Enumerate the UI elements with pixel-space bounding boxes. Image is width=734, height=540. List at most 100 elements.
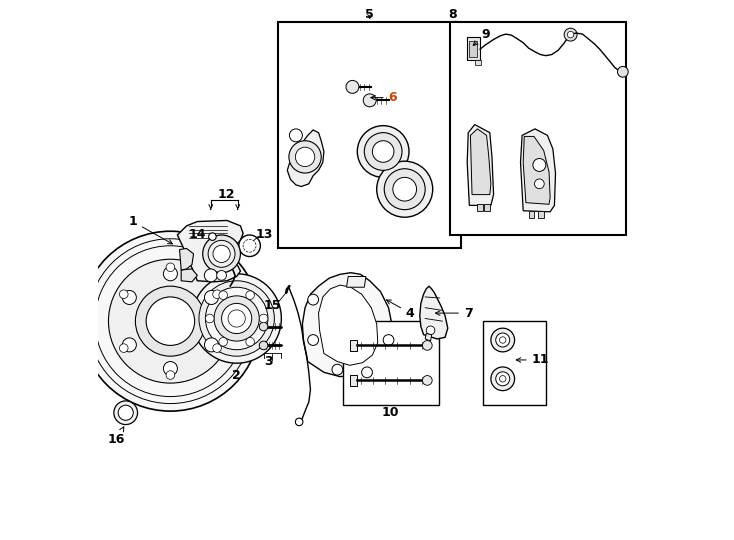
- Circle shape: [205, 338, 219, 352]
- Circle shape: [259, 322, 268, 331]
- Circle shape: [491, 328, 515, 352]
- Circle shape: [164, 267, 178, 281]
- Circle shape: [372, 141, 394, 163]
- Circle shape: [383, 335, 394, 346]
- Circle shape: [423, 375, 432, 385]
- Circle shape: [259, 314, 268, 323]
- Circle shape: [384, 168, 425, 210]
- Circle shape: [135, 286, 206, 356]
- Circle shape: [81, 231, 261, 411]
- Polygon shape: [470, 129, 491, 194]
- Circle shape: [346, 80, 359, 93]
- Text: 3: 3: [265, 355, 273, 368]
- Circle shape: [123, 338, 137, 352]
- Circle shape: [166, 371, 175, 379]
- Text: 12: 12: [217, 188, 235, 201]
- Circle shape: [213, 245, 230, 262]
- Text: 15: 15: [264, 299, 282, 312]
- Bar: [528, 211, 534, 218]
- Circle shape: [246, 291, 255, 300]
- Circle shape: [567, 31, 574, 38]
- Bar: [483, 321, 546, 404]
- Circle shape: [203, 235, 241, 273]
- Circle shape: [289, 129, 302, 142]
- Bar: [477, 204, 483, 211]
- Circle shape: [120, 290, 128, 299]
- Bar: [278, 22, 461, 248]
- Circle shape: [393, 177, 417, 201]
- Text: 13: 13: [256, 228, 273, 241]
- Circle shape: [259, 341, 268, 350]
- Circle shape: [332, 364, 343, 375]
- Text: 6: 6: [371, 91, 397, 104]
- Circle shape: [362, 367, 372, 377]
- Circle shape: [118, 405, 134, 420]
- Polygon shape: [350, 340, 357, 351]
- Bar: [469, 41, 477, 57]
- Bar: [467, 37, 480, 60]
- Circle shape: [363, 94, 376, 107]
- Circle shape: [208, 233, 217, 240]
- Circle shape: [243, 239, 256, 252]
- Circle shape: [500, 337, 506, 343]
- Circle shape: [213, 290, 222, 299]
- Bar: [538, 211, 544, 218]
- Polygon shape: [287, 130, 324, 186]
- Polygon shape: [520, 129, 556, 212]
- Circle shape: [120, 344, 128, 353]
- Text: 16: 16: [108, 427, 126, 446]
- Circle shape: [617, 66, 628, 77]
- Circle shape: [426, 326, 435, 335]
- Circle shape: [289, 141, 321, 173]
- Polygon shape: [420, 286, 448, 339]
- Circle shape: [308, 335, 319, 346]
- Circle shape: [206, 287, 268, 350]
- Circle shape: [219, 338, 228, 346]
- Circle shape: [164, 362, 178, 375]
- Circle shape: [213, 344, 222, 353]
- Circle shape: [495, 372, 509, 386]
- Circle shape: [377, 161, 433, 217]
- Polygon shape: [302, 273, 394, 376]
- Circle shape: [206, 314, 214, 323]
- Text: 8: 8: [448, 8, 457, 21]
- Circle shape: [109, 259, 233, 383]
- Bar: [343, 321, 439, 404]
- Circle shape: [495, 333, 509, 347]
- Circle shape: [295, 147, 315, 166]
- Text: 7: 7: [435, 307, 473, 320]
- Circle shape: [533, 159, 546, 171]
- Circle shape: [500, 375, 506, 382]
- Circle shape: [491, 367, 515, 390]
- Text: 1: 1: [128, 215, 172, 244]
- Text: 14: 14: [189, 228, 206, 241]
- Text: 10: 10: [382, 406, 399, 419]
- Circle shape: [423, 341, 432, 350]
- Bar: [451, 22, 625, 235]
- Circle shape: [222, 303, 252, 334]
- Polygon shape: [346, 276, 366, 287]
- Circle shape: [357, 126, 409, 177]
- Circle shape: [166, 263, 175, 272]
- Circle shape: [308, 294, 319, 305]
- Circle shape: [204, 269, 217, 282]
- Circle shape: [114, 401, 137, 424]
- Circle shape: [239, 235, 261, 256]
- Polygon shape: [523, 137, 550, 204]
- Circle shape: [246, 338, 255, 346]
- Circle shape: [208, 240, 235, 267]
- Polygon shape: [425, 334, 432, 341]
- Circle shape: [214, 296, 259, 341]
- Circle shape: [228, 310, 245, 327]
- Text: 5: 5: [366, 8, 374, 21]
- Circle shape: [295, 418, 303, 426]
- Text: 11: 11: [516, 354, 549, 367]
- Text: 4: 4: [387, 300, 415, 320]
- Bar: [475, 60, 482, 65]
- Circle shape: [364, 133, 402, 170]
- Text: 2: 2: [232, 368, 241, 382]
- Circle shape: [199, 281, 275, 356]
- Polygon shape: [319, 285, 378, 366]
- Circle shape: [219, 291, 228, 300]
- Bar: [484, 204, 490, 211]
